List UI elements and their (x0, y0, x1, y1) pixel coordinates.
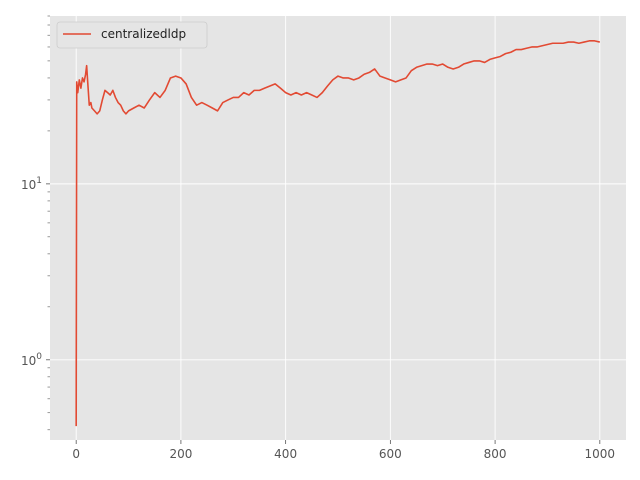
x-tick-label: 800 (484, 447, 507, 461)
legend: centralizedldp (56, 21, 208, 49)
x-tick-label: 600 (379, 447, 402, 461)
x-tick-label: 200 (169, 447, 192, 461)
x-tick-label: 0 (72, 447, 80, 461)
plot-area (50, 16, 626, 440)
y-tick-exponent: 1 (36, 176, 42, 186)
y-tick-label: 100 (21, 352, 42, 368)
series-layer (75, 40, 600, 427)
y-tick-base: 10 (21, 178, 36, 192)
series-line-centralizedldp (75, 40, 600, 427)
x-axis: 0 200 400 600 800 1000 (72, 440, 615, 461)
y-tick-base: 10 (21, 354, 36, 368)
minor-y-ticks (47, 15, 50, 431)
y-tick-label: 101 (21, 176, 42, 192)
legend-label: centralizedldp (101, 27, 186, 41)
x-tick-label: 400 (274, 447, 297, 461)
y-tick-exponent: 0 (36, 352, 42, 362)
legend-box (56, 21, 208, 49)
x-tick-label: 1000 (585, 447, 616, 461)
